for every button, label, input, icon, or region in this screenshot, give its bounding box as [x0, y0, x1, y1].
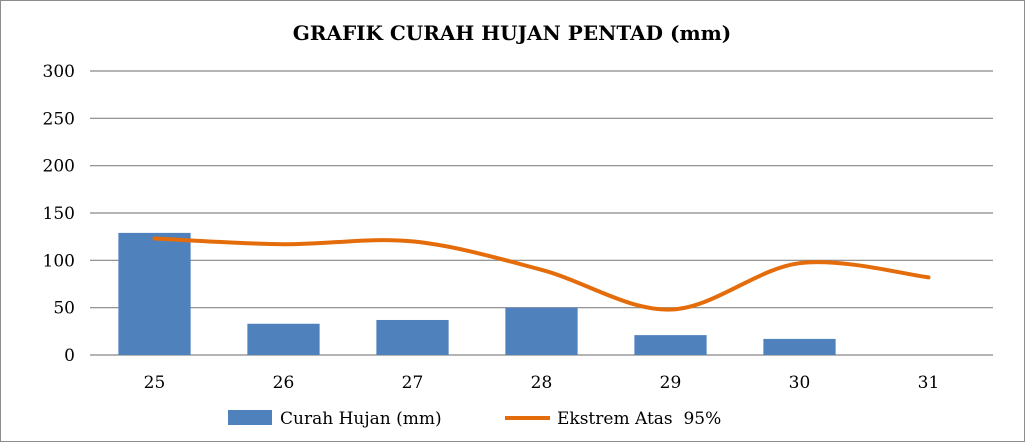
y-tick-label: 250	[43, 109, 75, 129]
x-tick-label: 26	[273, 373, 295, 393]
gridlines	[90, 70, 993, 356]
chart-title: GRAFIK CURAH HUJAN PENTAD (mm)	[293, 21, 731, 45]
legend-label-bar: Curah Hujan (mm)	[280, 409, 442, 429]
legend-label-line: Ekstrem Atas 95%	[557, 409, 721, 429]
series-line	[152, 236, 931, 312]
line-series	[152, 236, 931, 312]
y-tick-label: 0	[64, 346, 75, 366]
x-tick-label: 25	[144, 373, 166, 393]
x-tick-label: 28	[531, 373, 553, 393]
bar	[376, 319, 449, 355]
bar	[634, 335, 707, 355]
bar	[247, 323, 320, 355]
x-tick-label: 29	[660, 373, 682, 393]
x-tick-label: 31	[918, 373, 940, 393]
y-axis-ticks: 0 50 100 150 200 250 300	[43, 62, 75, 366]
bar	[763, 338, 836, 355]
x-axis-ticks: 25 26 27 28 29 30 31	[144, 373, 940, 393]
legend-swatch-bar	[228, 410, 272, 425]
x-tick-label: 30	[789, 373, 811, 393]
y-tick-label: 300	[43, 62, 75, 82]
x-tick-label: 27	[402, 373, 424, 393]
y-tick-label: 50	[53, 299, 75, 319]
y-tick-label: 200	[43, 157, 75, 177]
bar	[505, 307, 578, 355]
bar	[118, 232, 191, 355]
y-tick-label: 100	[43, 251, 75, 271]
legend: Curah Hujan (mm) Ekstrem Atas 95%	[228, 409, 721, 429]
y-tick-label: 150	[43, 204, 75, 224]
bar-series	[118, 232, 836, 355]
